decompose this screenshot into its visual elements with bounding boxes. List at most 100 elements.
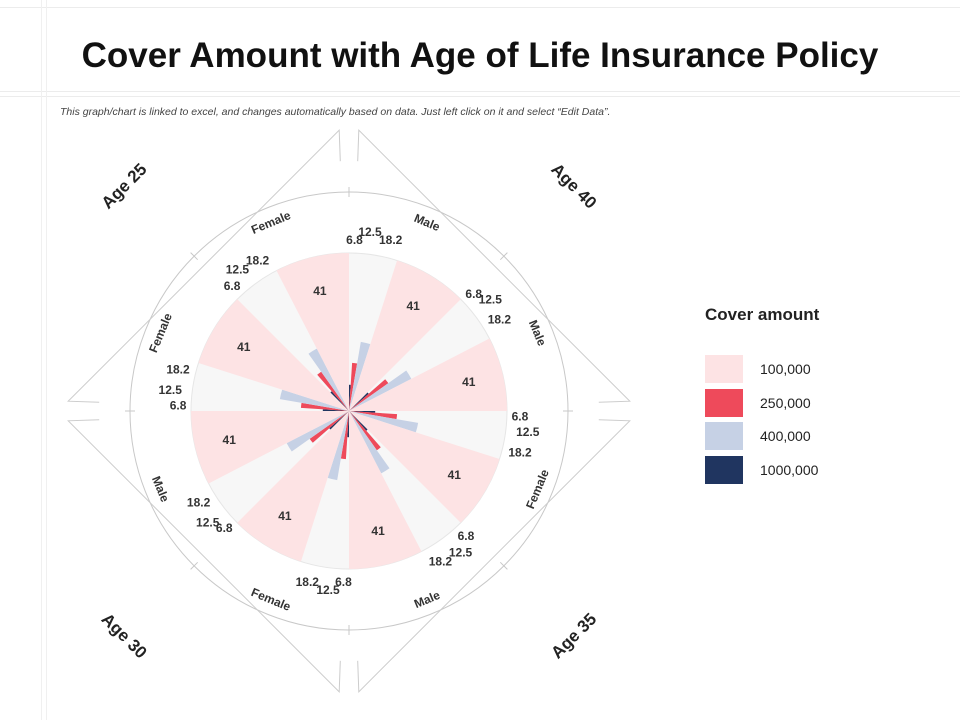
- chart-bar-1000000: [349, 411, 376, 413]
- chart-bar-400000: [308, 348, 349, 411]
- data-label: 41: [462, 375, 476, 389]
- data-label: 18.2: [296, 575, 320, 589]
- legend-item: 400,000: [705, 422, 925, 450]
- legend-label: 250,000: [760, 394, 811, 411]
- chart-bar-250000: [340, 411, 349, 460]
- data-label: 6.8: [224, 279, 241, 293]
- segment-label-male: Male: [149, 474, 172, 504]
- chart-bar-100000: [237, 411, 349, 562]
- chart-bar-100000: [349, 411, 500, 523]
- age-group-label: Age 30: [98, 609, 151, 662]
- legend-label: 400,000: [760, 428, 811, 444]
- chart-note: This graph/chart is linked to excel, and…: [60, 106, 611, 118]
- data-label: 6.8: [216, 521, 233, 535]
- chart-bar-250000: [349, 362, 358, 411]
- legend-swatch: [705, 422, 743, 450]
- chart-bar-400000: [327, 411, 349, 481]
- data-label: 12.5: [479, 292, 503, 306]
- chart-bar-1000000: [322, 409, 349, 411]
- data-label: 6.8: [458, 529, 475, 543]
- data-label: 41: [448, 468, 462, 482]
- chart-bar-250000: [317, 371, 349, 411]
- chart-bar-1000000: [330, 391, 349, 411]
- legend-label: 100,000: [760, 361, 811, 377]
- chart-bar-250000: [349, 411, 398, 420]
- data-label: 12.5: [226, 263, 250, 277]
- age-group-label: Age 25: [98, 160, 151, 213]
- chart-bar-100000: [276, 253, 349, 411]
- data-label: 6.8: [346, 233, 363, 247]
- data-label: 12.5: [316, 583, 340, 597]
- data-label: 18.2: [488, 313, 512, 327]
- segment-tick: [499, 252, 508, 261]
- chart-bar-100000: [349, 260, 461, 411]
- chart-bar-1000000: [349, 392, 369, 411]
- data-label: 41: [237, 340, 251, 354]
- segment-label-male: Male: [412, 588, 442, 611]
- data-label: 12.5: [196, 516, 220, 530]
- data-label: 18.2: [508, 446, 532, 460]
- segment-label-male: Male: [412, 211, 442, 234]
- chart-bar-1000000: [349, 411, 368, 431]
- chart-bar-250000: [349, 379, 389, 411]
- legend-swatch: [705, 455, 743, 484]
- data-label: 18.2: [166, 362, 190, 376]
- data-label: 12.5: [449, 545, 473, 559]
- chart-bar-100000: [349, 338, 507, 411]
- data-label: 18.2: [187, 495, 211, 509]
- segment-tick: [499, 561, 508, 570]
- chart-bar-250000: [309, 411, 349, 443]
- data-label: 12.5: [516, 425, 540, 439]
- data-label: 41: [223, 433, 237, 447]
- page-title: Cover Amount with Age of Life Insurance …: [81, 36, 879, 75]
- chart-bar-100000: [349, 411, 422, 569]
- legend-item: 1000,000: [705, 455, 925, 484]
- frame-line-left: [41, 0, 42, 720]
- data-label: 18.2: [379, 233, 403, 247]
- chart-bar-1000000: [347, 411, 349, 438]
- chart-bar-250000: [300, 402, 349, 411]
- chart-bar-400000: [286, 411, 349, 452]
- data-label: 6.8: [170, 398, 187, 412]
- segment-tick: [190, 252, 199, 261]
- data-label: 41: [313, 284, 327, 298]
- chart-legend: Cover amount 100,000 250,000 400,000 1000,0…: [705, 305, 925, 489]
- age-group-label: Age 35: [547, 609, 600, 662]
- chart-bar-250000: [349, 411, 381, 451]
- segment-tick: [190, 561, 199, 570]
- chart-bar-400000: [349, 370, 412, 411]
- chart-bar-400000: [349, 341, 371, 411]
- frame-line-top: [0, 7, 960, 8]
- age-group-label: Age 40: [547, 160, 600, 213]
- chart-bar-100000: [198, 299, 349, 411]
- data-label: 6.8: [465, 287, 482, 301]
- age-group-bracket: [67, 419, 341, 693]
- legend-item: 100,000: [705, 355, 925, 383]
- frame-line-under-title: [0, 91, 960, 92]
- data-label: 41: [406, 299, 420, 313]
- chart-bar-100000: [191, 411, 349, 484]
- data-label: 18.2: [429, 554, 453, 568]
- age-group-bracket: [357, 419, 631, 693]
- legend-swatch: [705, 355, 743, 383]
- frame-line-left-2: [46, 0, 47, 720]
- data-label: 12.5: [358, 225, 382, 239]
- chart-bar-400000: [279, 389, 349, 411]
- legend-label: 1000,000: [760, 461, 819, 478]
- chart-bar-1000000: [349, 384, 351, 411]
- legend-title: Cover amount: [705, 305, 820, 324]
- legend-swatch: [705, 388, 743, 417]
- data-label: 6.8: [335, 575, 352, 589]
- data-label: 6.8: [512, 410, 529, 424]
- chart-bar-1000000: [329, 411, 349, 430]
- chart-bar-400000: [349, 411, 419, 433]
- chart-bar-400000: [349, 411, 390, 474]
- age-group-bracket: [357, 129, 631, 403]
- data-label: 12.5: [159, 383, 183, 397]
- segment-label-male: Male: [526, 318, 549, 348]
- frame-line-under-title-2: [0, 96, 960, 97]
- data-label: 41: [371, 524, 385, 538]
- age-group-bracket: [67, 129, 341, 403]
- data-label: 41: [278, 509, 292, 523]
